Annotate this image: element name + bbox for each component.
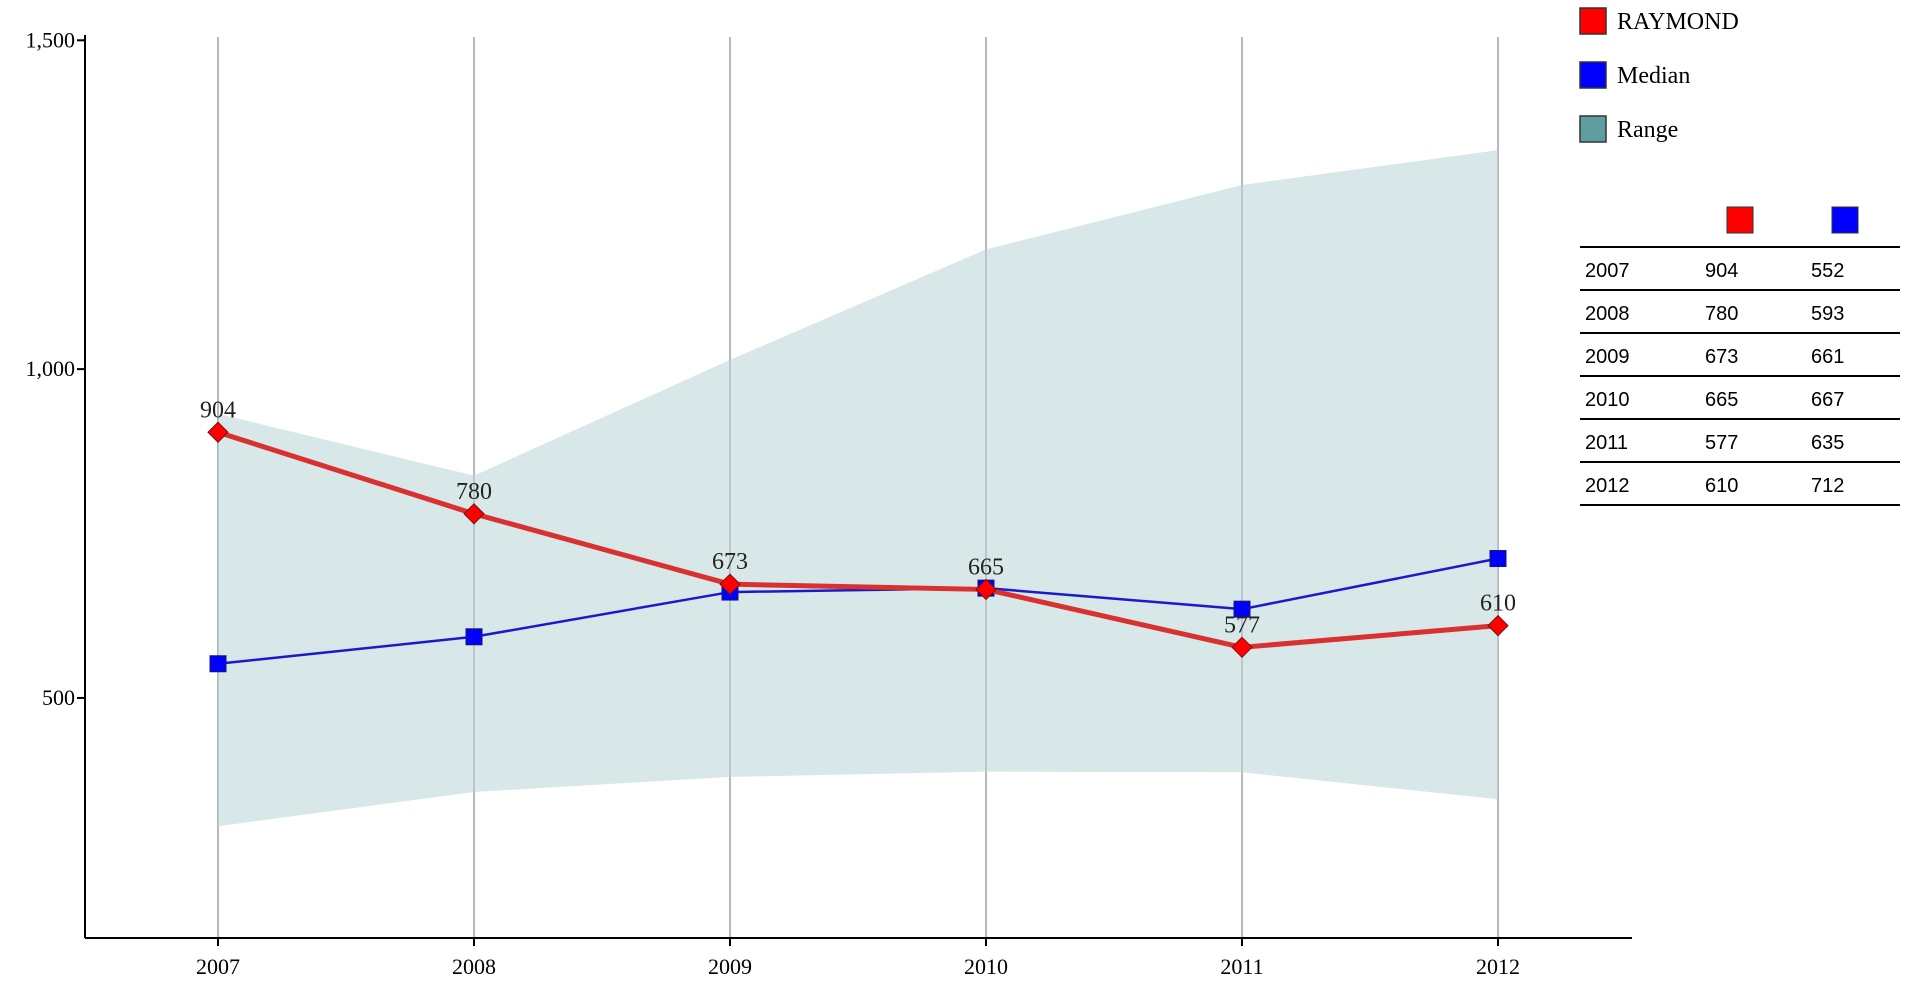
table-header-median-swatch xyxy=(1831,206,1859,234)
legend-item-range-swatch xyxy=(1579,115,1607,143)
table-cell-4-2: 635 xyxy=(1811,432,1844,454)
point-raymond-2012 xyxy=(1487,614,1509,637)
table-cell-4-0: 2011 xyxy=(1585,432,1628,454)
table-cell-0-0: 2007 xyxy=(1585,260,1630,282)
point-raymond-2011 xyxy=(1231,636,1253,659)
point-raymond-2009 xyxy=(719,573,741,595)
table-cell-3-0: 2010 xyxy=(1585,389,1630,411)
table-cell-2-1: 673 xyxy=(1705,346,1738,368)
table-cell-1-2: 593 xyxy=(1811,303,1844,325)
series-line-median xyxy=(217,557,1499,665)
data-label-raymond-2011: 577 xyxy=(1224,612,1260,638)
table-cell-4-1: 577 xyxy=(1705,432,1738,454)
x-tick-label-2009: 2009 xyxy=(708,954,752,979)
point-median-2011 xyxy=(1233,600,1251,618)
x-tick-label-2010: 2010 xyxy=(964,954,1008,979)
legend-item-raymond-label: RAYMOND xyxy=(1617,9,1739,35)
axes: 500 1,000 1,500 2007 2008 2009 2010 2011 2012 xyxy=(26,27,1632,979)
data-table: 2007 904 552 2008 780 593 2009 673 661 2010 665 667… xyxy=(1580,206,1900,506)
legend-item-range-label: Range xyxy=(1617,117,1678,143)
table-header-raymond-swatch xyxy=(1726,206,1754,234)
point-raymond-2008 xyxy=(463,503,485,525)
table-cell-1-0: 2008 xyxy=(1585,303,1630,325)
point-median-2008 xyxy=(465,628,483,646)
y-tick-label-1500: 1,500 xyxy=(26,27,76,52)
table-cell-0-2: 552 xyxy=(1811,260,1844,282)
table-cell-2-0: 2009 xyxy=(1585,346,1630,368)
x-tick-label-2008: 2008 xyxy=(452,954,496,979)
point-raymond-2007 xyxy=(207,421,229,443)
table-cell-5-1: 610 xyxy=(1705,475,1738,497)
table-cell-3-1: 665 xyxy=(1705,389,1738,411)
legend-item-median-swatch xyxy=(1579,61,1607,89)
legend: RAYMOND Median Range xyxy=(1579,7,1739,143)
table-cell-2-2: 661 xyxy=(1811,346,1844,368)
point-median-2012 xyxy=(1489,550,1507,568)
table-cell-3-2: 667 xyxy=(1811,389,1844,411)
x-tick-label-2007: 2007 xyxy=(196,954,240,979)
data-label-raymond-2012: 610 xyxy=(1480,591,1516,617)
legend-item-median-label: Median xyxy=(1617,63,1690,89)
data-label-raymond-2009: 673 xyxy=(712,549,748,575)
legend-item-raymond-swatch xyxy=(1579,7,1607,35)
data-labels: 904 780 673 665 577 610 xyxy=(200,397,1516,638)
x-tick-label-2012: 2012 xyxy=(1476,954,1520,979)
point-median-2007 xyxy=(209,655,227,673)
range-area xyxy=(218,150,1498,827)
y-tick-label-1000: 1,000 xyxy=(26,356,76,381)
point-raymond-2010 xyxy=(975,578,997,601)
table-cell-1-1: 780 xyxy=(1705,303,1738,325)
range-band xyxy=(217,37,1499,938)
data-label-raymond-2007: 904 xyxy=(200,397,236,423)
y-tick-label-500: 500 xyxy=(42,685,75,710)
series-line-raymond xyxy=(217,429,1499,650)
data-label-raymond-2008: 780 xyxy=(456,479,492,505)
series xyxy=(207,421,1509,673)
table-cell-5-0: 2012 xyxy=(1585,475,1630,497)
data-label-raymond-2010: 665 xyxy=(968,554,1004,580)
table-cell-0-1: 904 xyxy=(1705,260,1738,282)
table-cell-5-2: 712 xyxy=(1811,475,1844,497)
x-tick-label-2011: 2011 xyxy=(1220,954,1263,979)
